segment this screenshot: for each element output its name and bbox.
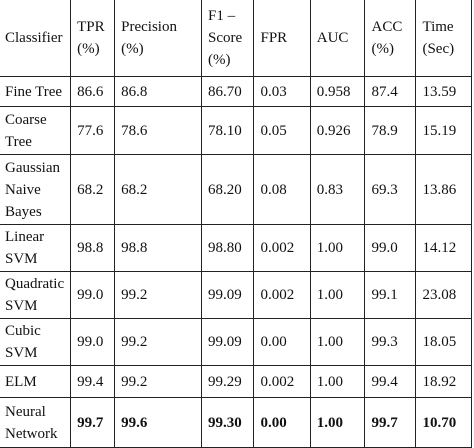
precision-cell: 99.2	[114, 318, 202, 366]
classifier-cell: Cubic SVM	[0, 318, 72, 366]
classifier-cell: ELM	[0, 365, 72, 398]
table-row: Quadratic SVM 99.0 99.2 99.09 0.002 1.00…	[0, 271, 472, 319]
tpr-cell: 68.2	[70, 154, 116, 225]
header-tpr-line1: TPR	[77, 18, 105, 35]
fpr-cell: 0.002	[253, 365, 311, 398]
auc-cell: 0.958	[309, 76, 366, 107]
classifier-cell: Linear SVM	[0, 224, 72, 272]
f1-cell: 99.09	[200, 318, 255, 366]
acc-cell: 87.4	[364, 76, 417, 107]
acc-cell: 69.3	[364, 154, 417, 225]
header-classifier: Classifier	[0, 0, 72, 77]
table-row: Gaussian Naive Bayes 68.2 68.2 68.20 0.0…	[0, 154, 472, 225]
header-fpr-text: FPR	[260, 29, 288, 46]
classifier-cell: Quadratic SVM	[0, 271, 72, 319]
acc-cell: 99.0	[364, 224, 417, 272]
fpr-cell: 0.08	[253, 154, 311, 225]
header-row: Classifier TPR (%) Precision (%) F1 – Score…	[0, 0, 472, 77]
precision-cell: 98.8	[114, 224, 202, 272]
acc-cell: 99.7	[364, 397, 417, 448]
header-precision-line2: (%)	[121, 40, 144, 57]
time-cell: 18.92	[415, 365, 472, 398]
header-fpr: FPR	[253, 0, 311, 77]
table-row: ELM 99.4 99.2 99.29 0.002 1.00 99.4 18.9…	[0, 365, 472, 398]
f1-cell: 98.80	[200, 224, 255, 272]
f1-cell: 86.70	[200, 76, 255, 107]
table-row: Fine Tree 86.6 86.8 86.70 0.03 0.958 87.…	[0, 76, 472, 107]
classifier-cell: Gaussian Naive Bayes	[0, 154, 72, 225]
header-f1-line2: Score (%)	[208, 29, 243, 68]
table-row: Coarse Tree 77.6 78.6 78.10 0.05 0.926 7…	[0, 106, 472, 155]
tpr-cell: 77.6	[70, 106, 116, 155]
auc-cell: 1.00	[309, 397, 366, 448]
header-acc-line2: (%)	[371, 40, 394, 57]
classifier-cell: Coarse Tree	[0, 106, 72, 155]
f1-cell: 99.30	[200, 397, 255, 448]
acc-cell: 99.3	[364, 318, 417, 366]
auc-cell: 0.926	[309, 106, 366, 155]
tpr-cell: 86.6	[70, 76, 116, 107]
classifier-cell: Neural Network	[0, 397, 72, 448]
header-f1-line1: F1 –	[208, 7, 236, 24]
header-tpr: TPR (%)	[70, 0, 116, 77]
table-row: Neural Network 99.7 99.6 99.30 0.00 1.00…	[0, 397, 472, 448]
tpr-cell: 98.8	[70, 224, 116, 272]
fpr-cell: 0.002	[253, 271, 311, 319]
table-row: Linear SVM 98.8 98.8 98.80 0.002 1.00 99…	[0, 224, 472, 272]
fpr-cell: 0.002	[253, 224, 311, 272]
header-f1: F1 – Score (%)	[200, 0, 255, 77]
time-cell: 10.70	[415, 397, 472, 448]
auc-cell: 1.00	[309, 365, 366, 398]
auc-cell: 1.00	[309, 318, 366, 366]
classifier-cell: Fine Tree	[0, 76, 72, 107]
header-auc-text: AUC	[316, 29, 349, 46]
acc-cell: 99.1	[364, 271, 417, 319]
f1-cell: 78.10	[200, 106, 255, 155]
f1-cell: 99.09	[200, 271, 255, 319]
header-precision-line1: Precision	[121, 18, 177, 35]
acc-cell: 99.4	[364, 365, 417, 398]
header-tpr-line2: (%)	[77, 40, 100, 57]
tpr-cell: 99.0	[70, 318, 116, 366]
header-classifier-text: Classifier	[5, 29, 63, 46]
header-acc-line1: ACC	[371, 18, 403, 35]
auc-cell: 1.00	[309, 271, 366, 319]
time-cell: 13.59	[415, 76, 472, 107]
auc-cell: 0.83	[309, 154, 366, 225]
precision-cell: 99.6	[114, 397, 202, 448]
f1-cell: 99.29	[200, 365, 255, 398]
header-precision: Precision (%)	[114, 0, 202, 77]
fpr-cell: 0.00	[253, 397, 311, 448]
table-row: Cubic SVM 99.0 99.2 99.09 0.00 1.00 99.3…	[0, 318, 472, 366]
precision-cell: 78.6	[114, 106, 202, 155]
time-cell: 18.05	[415, 318, 472, 366]
time-cell: 13.86	[415, 154, 472, 225]
precision-cell: 99.2	[114, 271, 202, 319]
fpr-cell: 0.00	[253, 318, 311, 366]
fpr-cell: 0.03	[253, 76, 311, 107]
precision-cell: 68.2	[114, 154, 202, 225]
precision-cell: 99.2	[114, 365, 202, 398]
tpr-cell: 99.4	[70, 365, 116, 398]
header-time-line1: Time	[422, 18, 454, 35]
time-cell: 14.12	[415, 224, 472, 272]
time-cell: 23.08	[415, 271, 472, 319]
f1-cell: 68.20	[200, 154, 255, 225]
acc-cell: 78.9	[364, 106, 417, 155]
header-auc: AUC	[309, 0, 366, 77]
tpr-cell: 99.0	[70, 271, 116, 319]
header-acc: ACC (%)	[364, 0, 417, 77]
precision-cell: 86.8	[114, 76, 202, 107]
fpr-cell: 0.05	[253, 106, 311, 155]
auc-cell: 1.00	[309, 224, 366, 272]
header-time-line2: (Sec)	[422, 40, 455, 57]
tpr-cell: 99.7	[70, 397, 116, 448]
time-cell: 15.19	[415, 106, 472, 155]
header-time: Time (Sec)	[415, 0, 472, 77]
